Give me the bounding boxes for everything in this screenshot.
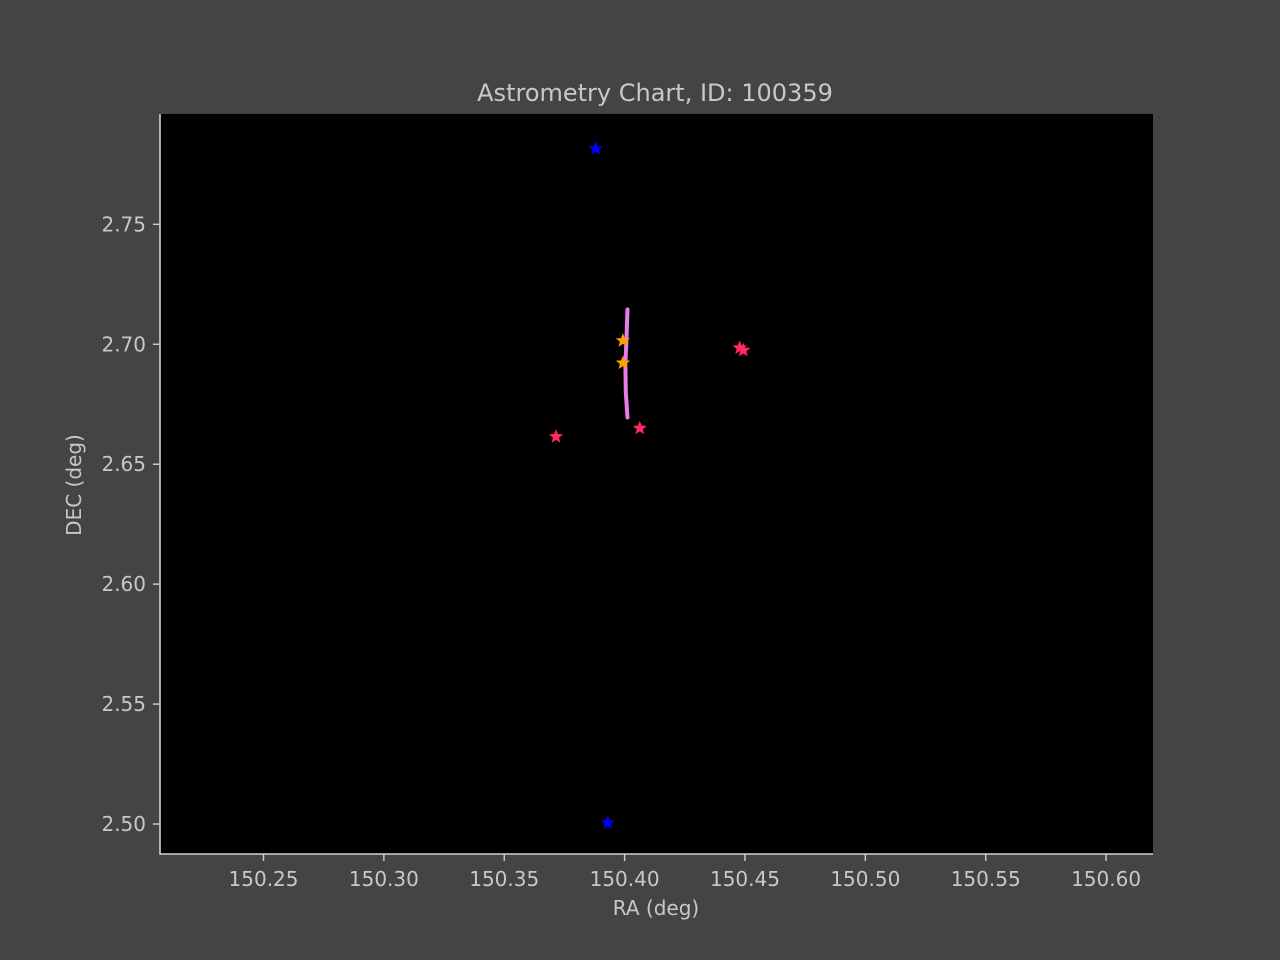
y-tick-label: 2.65 — [101, 452, 146, 476]
y-axis-label: DEC (deg) — [62, 434, 86, 536]
star-marker — [732, 340, 747, 354]
x-tick-label: 150.30 — [349, 867, 419, 891]
axes — [159, 114, 1153, 855]
star-marker — [548, 429, 564, 443]
star-marker — [588, 141, 603, 155]
y-tick-label: 2.60 — [101, 572, 146, 596]
star-marker — [632, 420, 647, 435]
star-marker — [615, 355, 631, 370]
x-axis-ticks: 150.25 150.30 150.35 150.40 150.45 150.50 150.… — [229, 854, 1141, 891]
x-tick-label: 150.50 — [830, 867, 900, 891]
x-axis-label: RA (deg) — [613, 896, 699, 920]
y-tick-label: 2.50 — [101, 812, 146, 836]
y-tick-label: 2.70 — [101, 332, 146, 356]
y-tick-label: 2.75 — [101, 212, 146, 236]
y-axis-ticks: 2.50 2.55 2.60 2.65 2.70 2.75 — [101, 212, 160, 836]
x-tick-label: 150.45 — [710, 867, 780, 891]
chart-title: Astrometry Chart, ID: 100359 — [477, 79, 833, 107]
data-marks — [548, 141, 751, 829]
x-tick-label: 150.40 — [590, 867, 660, 891]
y-tick-label: 2.55 — [101, 692, 146, 716]
x-tick-label: 150.55 — [951, 867, 1021, 891]
x-tick-label: 150.60 — [1071, 867, 1141, 891]
star-marker — [600, 815, 615, 829]
plot-area — [160, 114, 1153, 854]
star-marker — [736, 342, 751, 357]
x-tick-label: 150.35 — [469, 867, 539, 891]
x-tick-label: 150.25 — [229, 867, 299, 891]
star-marker — [615, 333, 631, 347]
